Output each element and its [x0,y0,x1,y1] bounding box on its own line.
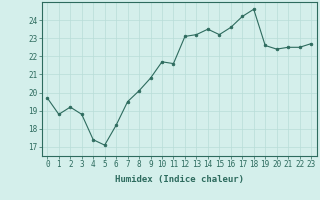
X-axis label: Humidex (Indice chaleur): Humidex (Indice chaleur) [115,175,244,184]
